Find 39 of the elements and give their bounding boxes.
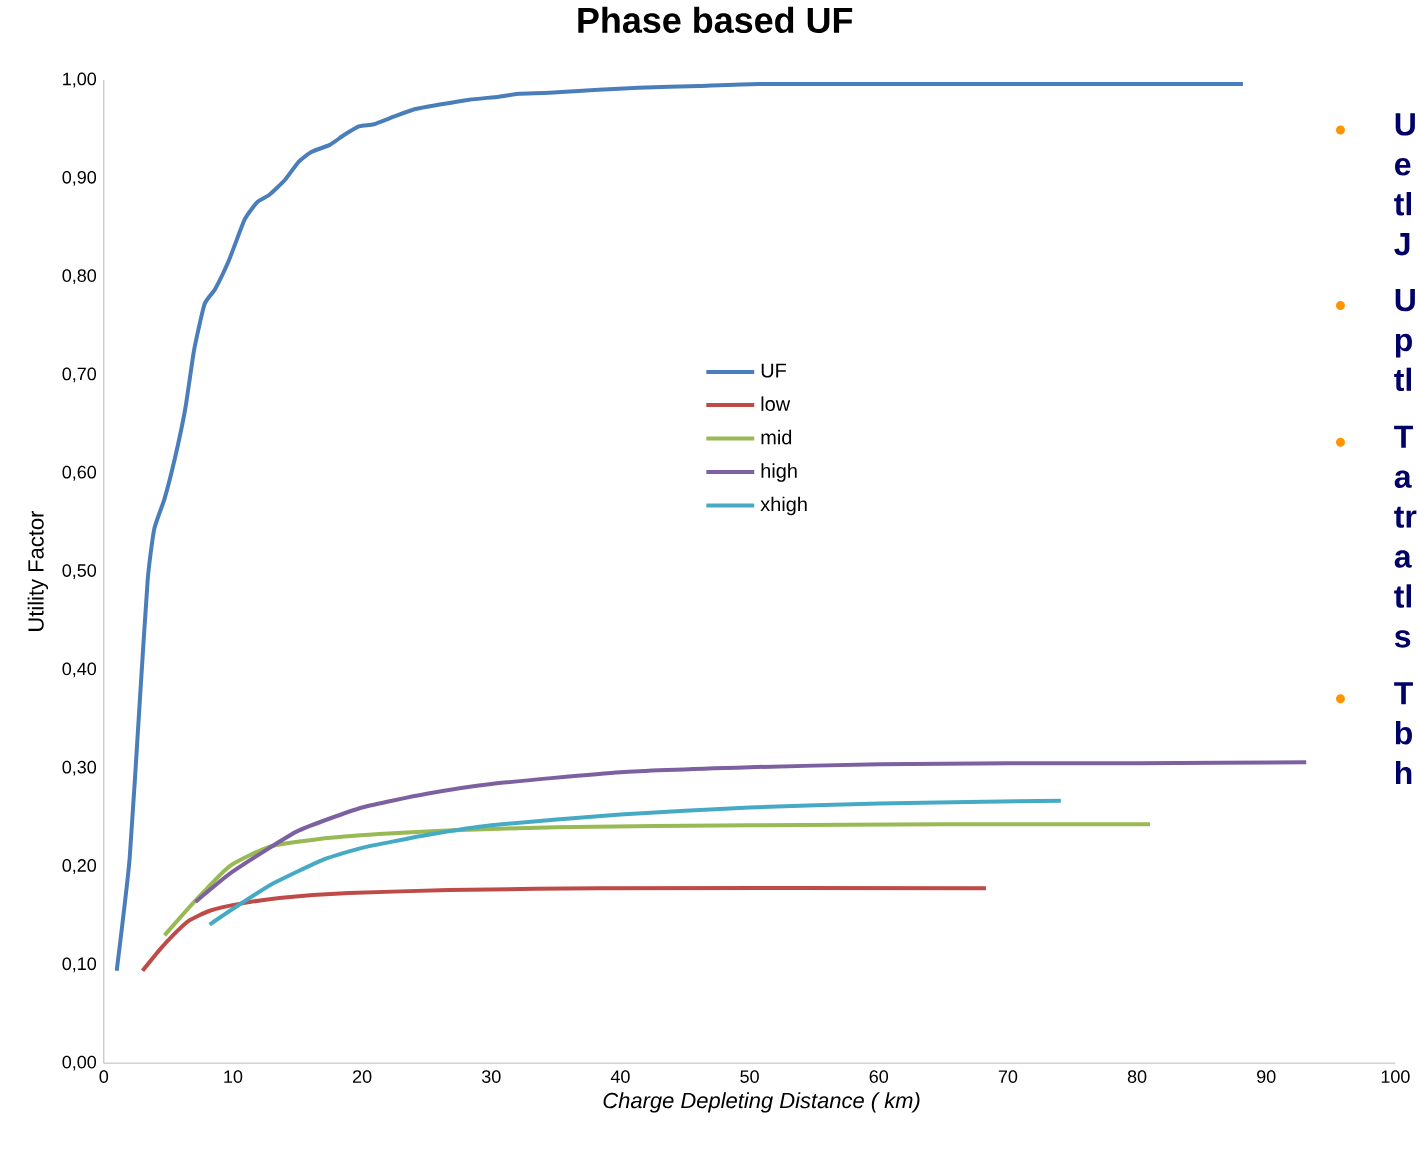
- x-tick-label: 30: [481, 1070, 501, 1083]
- legend-label: UF: [761, 363, 787, 378]
- legend-label: high: [761, 463, 797, 482]
- line-series: [140, 886, 988, 973]
- x-axis-title: Charge Depleting Distance ( km): [603, 1092, 920, 1113]
- y-tick-label: 0,90: [62, 170, 97, 186]
- y-tick-label: 1,00: [63, 72, 97, 88]
- y-tick-label: 0,70: [62, 367, 97, 383]
- y-axis-title: Utility Factor: [27, 510, 49, 631]
- legend-label: xhigh: [760, 496, 807, 516]
- annotation: T a tr a tl s: [1394, 425, 1417, 648]
- x-tick-label: 90: [1257, 1070, 1276, 1083]
- line-series: [114, 81, 1245, 973]
- y-tick-label: 0,80: [62, 269, 97, 285]
- y-tick-label: 0,00: [62, 1055, 97, 1071]
- x-tick-label: 60: [869, 1070, 889, 1083]
- legend-label: mid: [761, 429, 792, 445]
- legend-label: low: [761, 396, 791, 412]
- y-tick-label: 0,20: [62, 859, 97, 874]
- y-tick-label: 0,10: [62, 957, 97, 973]
- x-tick-label: 10: [224, 1070, 243, 1083]
- y-tick-label: 0,40: [62, 662, 97, 678]
- y-tick-label: 0,60: [62, 465, 97, 481]
- annotation: T b h: [1394, 682, 1413, 785]
- chart-title: Phase based UF: [578, 6, 853, 34]
- y-tick-label: 0,50: [62, 564, 97, 579]
- x-tick-label: 20: [353, 1070, 372, 1083]
- annotation: U p tl: [1394, 289, 1415, 392]
- x-tick-label: 100: [1381, 1070, 1410, 1083]
- line-series: [207, 798, 1063, 927]
- x-tick-label: 70: [998, 1070, 1018, 1083]
- line-series: [193, 760, 1309, 904]
- annotation: U e tl J: [1394, 113, 1415, 256]
- line-series: [162, 822, 1152, 938]
- y-tick-label: 0,30: [62, 760, 97, 776]
- x-tick-label: 80: [1127, 1070, 1147, 1083]
- x-tick-label: 50: [740, 1070, 759, 1083]
- x-tick-label: 40: [610, 1070, 630, 1083]
- x-tick-label: 0: [99, 1070, 109, 1083]
